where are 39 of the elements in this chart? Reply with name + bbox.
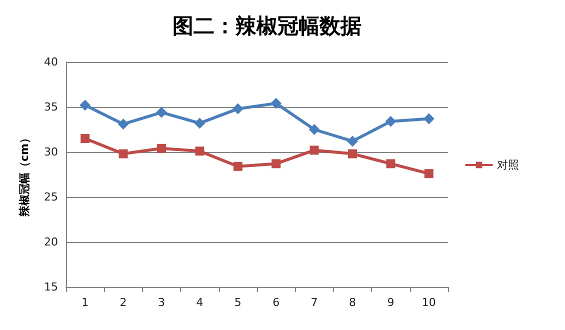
point (270, 98, 282, 109)
y-tick-label: 25 (44, 190, 58, 204)
y-axis-title: 辣椒冠幅（cm） (18, 132, 31, 218)
x-tick-label: 6 (272, 296, 280, 309)
y-tick-label: 35 (44, 100, 58, 114)
x-tick-label: 5 (234, 296, 242, 309)
point (423, 113, 434, 124)
y-tick-label: 40 (44, 56, 58, 68)
x-tick-label: 10 (422, 296, 436, 309)
x-tick-label: 2 (120, 296, 127, 309)
point (118, 149, 128, 158)
point (272, 159, 281, 168)
legend-label: 对照 (497, 158, 519, 172)
x-tick-label: 8 (349, 296, 356, 309)
point (310, 146, 319, 155)
chart-title: 图二：辣椒冠幅数据 (172, 13, 362, 38)
point (424, 169, 434, 178)
x-tick-label: 3 (158, 296, 165, 309)
point (194, 118, 206, 129)
point (195, 146, 204, 156)
point (156, 106, 167, 118)
point (118, 118, 129, 130)
point (233, 162, 242, 171)
y-tick-label: 20 (44, 236, 58, 248)
point (386, 159, 396, 168)
point (80, 100, 91, 111)
x-tick-label: 9 (387, 296, 394, 309)
point (157, 144, 166, 153)
point (348, 149, 357, 158)
y-tick-label: 15 (44, 280, 58, 294)
point (80, 134, 90, 143)
point (232, 103, 244, 114)
point (347, 136, 358, 147)
point (308, 124, 320, 135)
x-tick-label: 1 (82, 296, 89, 309)
y-tick-label: 30 (44, 146, 58, 158)
point (385, 116, 396, 127)
x-tick-label: 4 (196, 296, 204, 309)
x-tick-label: 7 (310, 296, 318, 309)
